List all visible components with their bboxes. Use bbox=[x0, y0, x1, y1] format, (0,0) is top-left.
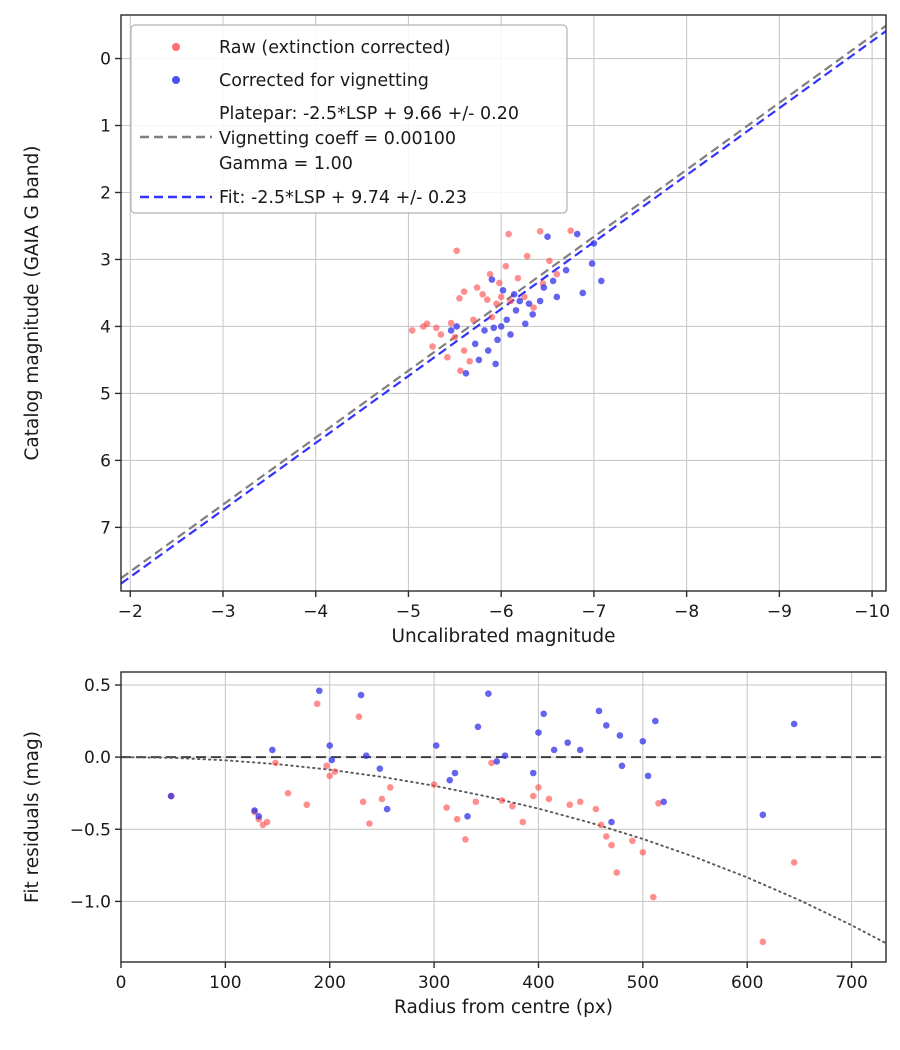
legend-platepar-line3: Gamma = 1.00 bbox=[219, 154, 353, 174]
residuals-raw-points bbox=[167, 700, 798, 946]
platepar-line bbox=[121, 24, 886, 580]
svg-text:−3: −3 bbox=[210, 602, 235, 622]
svg-text:−4: −4 bbox=[303, 602, 328, 622]
svg-text:7: 7 bbox=[100, 518, 111, 538]
svg-text:3: 3 bbox=[100, 250, 111, 270]
legend-corrected-marker bbox=[172, 76, 180, 84]
svg-text:200: 200 bbox=[314, 973, 346, 993]
svg-text:−8: −8 bbox=[674, 602, 699, 622]
residuals-plot-area bbox=[121, 687, 886, 946]
residuals-y-axis-label: Fit residuals (mag) bbox=[22, 731, 43, 903]
residuals-corrected-points bbox=[167, 687, 798, 826]
magnitude-fit-corrected-points bbox=[447, 230, 605, 377]
svg-text:−7: −7 bbox=[581, 602, 606, 622]
magnitude-fit-axes-frame bbox=[120, 14, 887, 592]
svg-text:2: 2 bbox=[100, 183, 111, 203]
svg-text:0: 0 bbox=[116, 973, 127, 993]
svg-text:−9: −9 bbox=[767, 602, 792, 622]
legend-raw-label: Raw (extinction corrected) bbox=[219, 38, 451, 58]
svg-text:−2: −2 bbox=[118, 602, 143, 622]
svg-text:600: 600 bbox=[731, 973, 763, 993]
svg-text:0.5: 0.5 bbox=[84, 676, 111, 696]
svg-text:700: 700 bbox=[835, 973, 867, 993]
magnitude-fit-ticks: −2 −3 −4 −5 −6 −7 −8 −9 −10 0 1 2 3 4 5 6 7 bbox=[100, 50, 890, 622]
magnitude-fit-raw-points bbox=[408, 227, 575, 374]
svg-text:0: 0 bbox=[100, 50, 111, 70]
residuals-grid bbox=[120, 672, 886, 962]
svg-text:−6: −6 bbox=[489, 602, 514, 622]
fit-line bbox=[121, 30, 886, 585]
legend: Raw (extinction corrected) Corrected for … bbox=[130, 24, 568, 214]
vignetting-model-curve bbox=[121, 756, 886, 945]
svg-text:−10: −10 bbox=[854, 602, 890, 622]
magnitude-fit-plot-area bbox=[121, 24, 886, 585]
legend-platepar-line2: Vignetting coeff = 0.00100 bbox=[219, 129, 456, 149]
svg-text:100: 100 bbox=[209, 973, 241, 993]
svg-text:5: 5 bbox=[100, 384, 111, 404]
magnitude-fit-y-axis-label: Catalog magnitude (GAIA G band) bbox=[22, 145, 43, 460]
svg-text:6: 6 bbox=[100, 451, 111, 471]
svg-text:−1.0: −1.0 bbox=[70, 892, 111, 912]
legend-platepar-line1: Platepar: -2.5*LSP + 9.66 +/- 0.20 bbox=[219, 104, 519, 124]
legend-fit-label: Fit: -2.5*LSP + 9.74 +/- 0.23 bbox=[219, 188, 467, 208]
residuals-axes-frame bbox=[120, 671, 887, 963]
residuals-ticks: 0 100 200 300 400 500 600 700 0.5 0.0 −0.5 −1.0 bbox=[70, 676, 868, 993]
svg-text:0.0: 0.0 bbox=[84, 748, 111, 768]
residuals-x-axis-label: Radius from centre (px) bbox=[394, 997, 613, 1018]
svg-text:−0.5: −0.5 bbox=[70, 820, 111, 840]
magnitude-fit-x-axis-label: Uncalibrated magnitude bbox=[391, 626, 615, 647]
svg-text:400: 400 bbox=[522, 973, 554, 993]
legend-box bbox=[130, 24, 568, 214]
legend-raw-marker bbox=[172, 43, 180, 51]
svg-text:−5: −5 bbox=[396, 602, 421, 622]
svg-text:1: 1 bbox=[100, 117, 111, 137]
svg-text:500: 500 bbox=[627, 973, 659, 993]
legend-corrected-label: Corrected for vignetting bbox=[219, 71, 429, 91]
svg-text:300: 300 bbox=[418, 973, 450, 993]
svg-text:4: 4 bbox=[100, 317, 111, 337]
